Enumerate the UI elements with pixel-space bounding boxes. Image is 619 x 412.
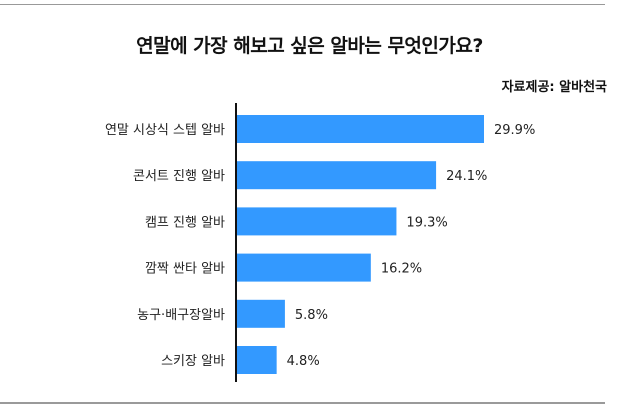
value-label: 16.2% [381, 262, 422, 277]
top-rule [0, 4, 605, 5]
value-label: 5.8% [295, 308, 328, 323]
value-label: 4.8% [287, 354, 320, 369]
bar-0 [237, 115, 484, 143]
bar-5 [237, 346, 277, 374]
value-label: 19.3% [406, 215, 447, 230]
bar-4 [237, 299, 285, 328]
category-label: 콘서트 진행 알바 [133, 168, 225, 184]
value-label: 29.9% [494, 123, 535, 138]
category-label: 깜짝 싼타 알바 [145, 262, 225, 277]
category-label: 캠프 진행 알바 [145, 214, 225, 230]
value-label: 24.1% [446, 169, 487, 184]
category-label: 스키장 알바 [161, 354, 225, 369]
chart-title: 연말에 가장 해보고 싶은 알바는 무엇인가요? [136, 35, 483, 57]
bottom-rule [0, 402, 605, 404]
category-label: 연말 시상식 스텝 알바 [105, 123, 225, 138]
source-credit: 자료제공: 알바천국 [501, 80, 607, 95]
category-label: 농구·배구장알바 [137, 308, 225, 323]
bar-1 [237, 161, 437, 190]
bar-3 [237, 253, 371, 282]
bar-2 [237, 207, 397, 236]
